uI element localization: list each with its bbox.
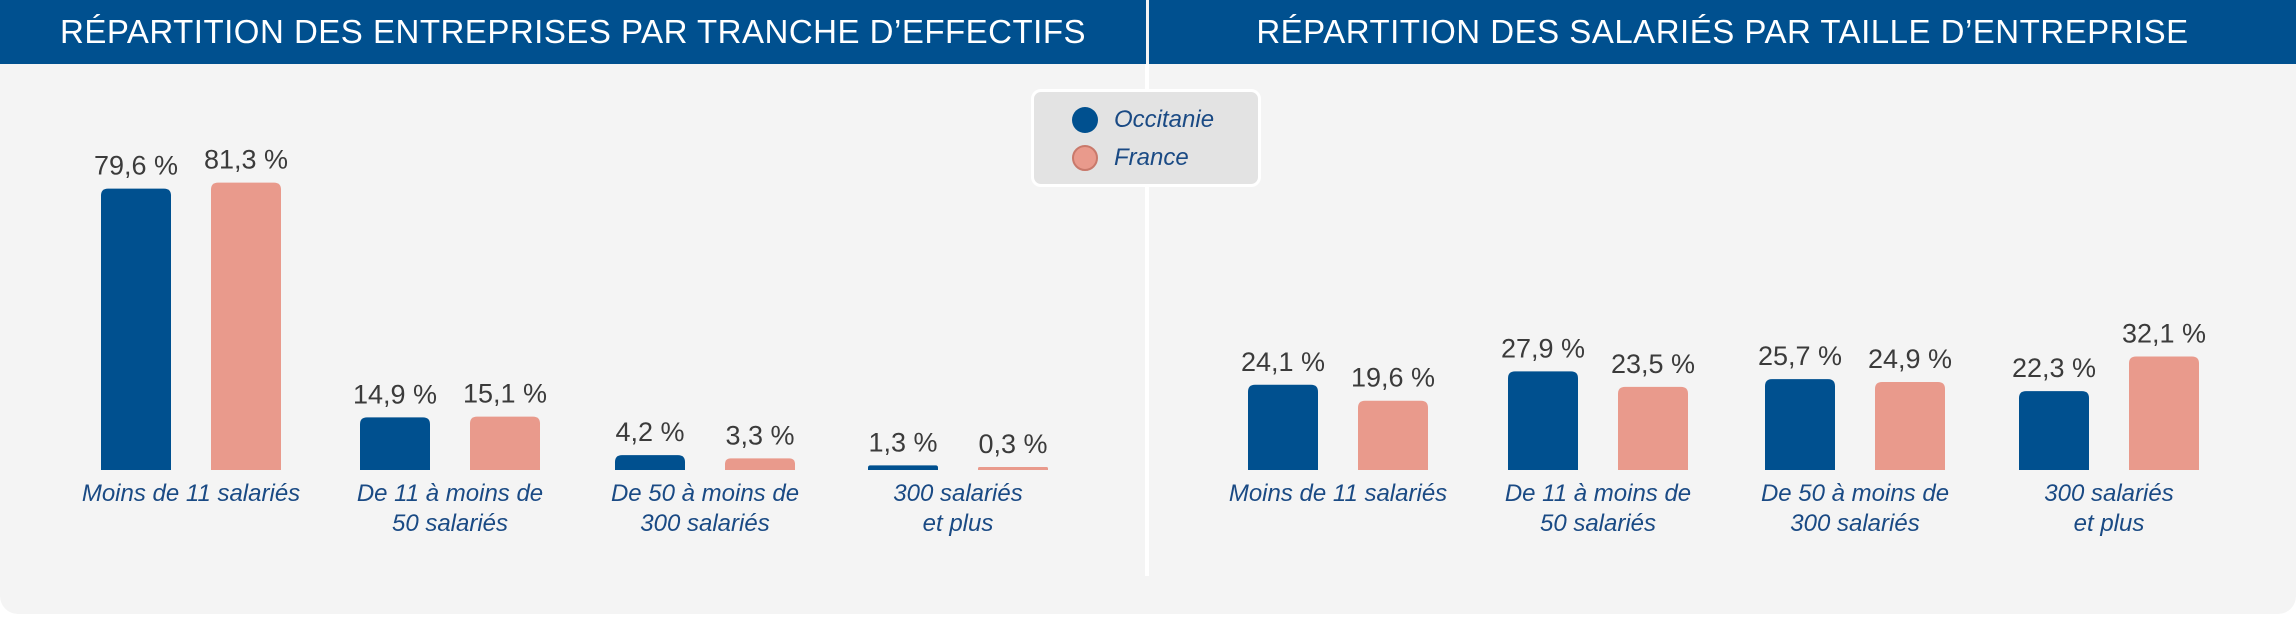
legend-item-france: France	[1072, 144, 1189, 172]
data-label-occitanie-4: 22,3 %	[2012, 353, 2096, 383]
bar-occitanie-3	[1765, 379, 1835, 470]
panel-divider	[1145, 64, 1149, 576]
category-label-3: De 50 à moins de	[1761, 480, 1949, 507]
bar-occitanie-4	[2019, 391, 2089, 470]
chart-title-companies: RÉPARTITION DES ENTREPRISES PAR TRANCHE …	[0, 0, 1146, 64]
bar-france-1	[211, 182, 281, 470]
data-label-france-1: 81,3 %	[204, 145, 288, 175]
data-label-occitanie-3: 25,7 %	[1758, 341, 1842, 371]
data-label-france-1: 19,6 %	[1351, 363, 1435, 393]
bar-france-3	[725, 458, 795, 470]
data-label-france-4: 0,3 %	[978, 429, 1047, 459]
bar-occitanie-2	[360, 417, 430, 470]
category-label-2: De 11 à moins de	[357, 480, 543, 507]
category-label-4: et plus	[2074, 510, 2145, 537]
chart-title-employees: RÉPARTITION DES SALARIÉS PAR TAILLE D’EN…	[1149, 0, 2296, 64]
data-label-occitanie-4: 1,3 %	[868, 427, 937, 457]
bar-occitanie-2	[1508, 371, 1578, 470]
bar-occitanie-4	[868, 465, 938, 470]
legend: Occitanie France	[1031, 89, 1261, 187]
category-label-3: 300 salariés	[1790, 510, 1919, 537]
category-label-2: De 11 à moins de	[1505, 480, 1691, 507]
bar-occitanie-3	[615, 455, 685, 470]
data-label-france-3: 24,9 %	[1868, 344, 1952, 374]
legend-swatch-france	[1072, 145, 1098, 171]
bar-occitanie-1	[101, 188, 171, 470]
data-label-france-2: 15,1 %	[463, 379, 547, 409]
bar-france-4	[978, 467, 1048, 470]
bar-france-2	[470, 416, 540, 470]
legend-label-occitanie: Occitanie	[1114, 106, 1215, 133]
category-label-1: Moins de 11 salariés	[1229, 480, 1447, 507]
legend-swatch-occitanie	[1072, 107, 1098, 133]
category-label-3: De 50 à moins de	[611, 480, 799, 507]
legend-label-france: France	[1114, 144, 1189, 171]
data-label-occitanie-1: 24,1 %	[1241, 347, 1325, 377]
data-label-occitanie-2: 27,9 %	[1501, 333, 1585, 363]
data-label-france-3: 3,3 %	[725, 420, 794, 450]
category-label-2: 50 salariés	[1540, 510, 1656, 537]
bar-occitanie-1	[1248, 384, 1318, 470]
category-label-4: et plus	[923, 510, 994, 537]
data-label-occitanie-1: 79,6 %	[94, 151, 178, 181]
data-label-occitanie-3: 4,2 %	[615, 417, 684, 447]
bar-france-1	[1358, 400, 1428, 470]
chart-companies: 79,6 % 81,3 % Moins de 11 salariés 14,9 % 15…	[82, 145, 1048, 537]
bar-france-4	[2129, 356, 2199, 470]
category-label-4: 300 salariés	[2044, 480, 2173, 507]
category-label-4: 300 salariés	[893, 480, 1022, 507]
data-label-france-4: 32,1 %	[2122, 319, 2206, 349]
legend-item-occitanie: Occitanie	[1072, 106, 1214, 134]
category-label-1: Moins de 11 salariés	[82, 480, 300, 507]
category-label-3: 300 salariés	[640, 510, 769, 537]
data-label-occitanie-2: 14,9 %	[353, 379, 437, 409]
bar-france-2	[1618, 386, 1688, 470]
data-label-france-2: 23,5 %	[1611, 349, 1695, 379]
bar-france-3	[1875, 381, 1945, 470]
category-label-2: 50 salariés	[392, 510, 508, 537]
chart-employees: 24,1 % 19,6 % Moins de 11 salariés 27,9 % 23…	[1229, 319, 2206, 537]
